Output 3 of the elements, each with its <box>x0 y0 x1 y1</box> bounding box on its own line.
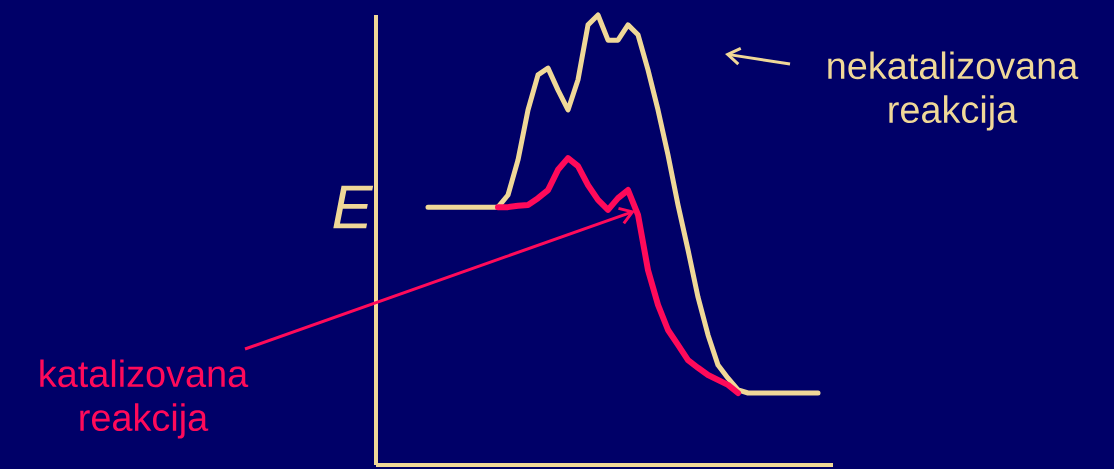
text: katalizovana reakcija <box>40 359 249 439</box>
legend-label: nekatalizovana reakcija <box>828 51 1079 131</box>
y-axis-title: E <box>333 185 374 229</box>
